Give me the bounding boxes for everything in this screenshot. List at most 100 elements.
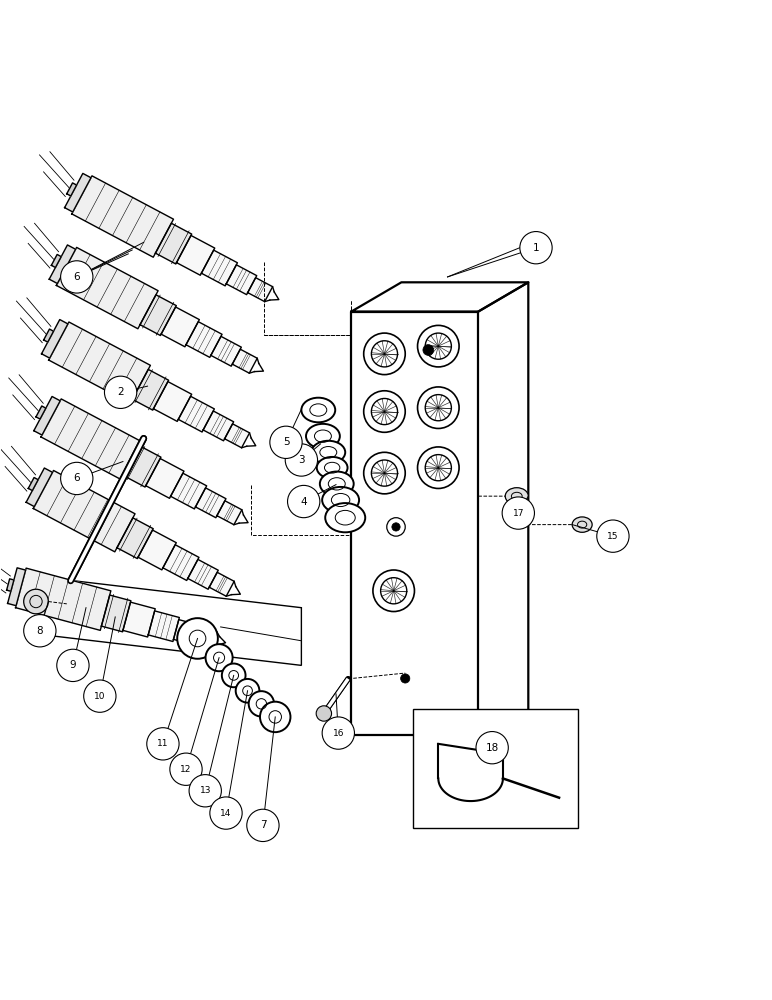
Circle shape: [285, 444, 317, 476]
Ellipse shape: [317, 457, 347, 478]
Polygon shape: [49, 245, 76, 284]
Circle shape: [61, 462, 93, 495]
Ellipse shape: [306, 424, 340, 448]
Circle shape: [392, 523, 400, 531]
Circle shape: [287, 485, 320, 518]
Ellipse shape: [235, 679, 259, 703]
Text: 8: 8: [36, 626, 43, 636]
Polygon shape: [195, 627, 217, 648]
Polygon shape: [29, 478, 38, 491]
Ellipse shape: [322, 487, 359, 513]
Text: 13: 13: [199, 786, 211, 795]
Polygon shape: [188, 559, 218, 589]
Circle shape: [83, 680, 116, 712]
Circle shape: [270, 426, 302, 458]
Polygon shape: [178, 396, 215, 432]
Text: 16: 16: [333, 729, 344, 738]
Polygon shape: [49, 322, 151, 403]
Polygon shape: [163, 545, 199, 580]
Text: 14: 14: [220, 809, 232, 818]
Polygon shape: [154, 382, 191, 421]
Polygon shape: [42, 320, 68, 358]
Ellipse shape: [205, 644, 232, 671]
Polygon shape: [124, 446, 161, 487]
Circle shape: [61, 261, 93, 293]
Ellipse shape: [301, 398, 335, 422]
Polygon shape: [36, 406, 46, 419]
Polygon shape: [186, 322, 222, 357]
Circle shape: [520, 232, 552, 264]
Polygon shape: [211, 336, 242, 366]
Ellipse shape: [222, 664, 245, 687]
Polygon shape: [146, 459, 184, 498]
Polygon shape: [138, 530, 176, 570]
Polygon shape: [217, 501, 242, 525]
Text: 9: 9: [69, 660, 76, 670]
Polygon shape: [72, 176, 174, 257]
Polygon shape: [177, 235, 215, 275]
Circle shape: [401, 674, 410, 683]
Text: 6: 6: [73, 272, 80, 282]
Circle shape: [147, 728, 179, 760]
Ellipse shape: [505, 488, 528, 505]
Ellipse shape: [249, 691, 274, 717]
Polygon shape: [225, 424, 249, 448]
Circle shape: [476, 732, 508, 764]
Polygon shape: [8, 568, 25, 606]
Circle shape: [597, 520, 629, 552]
Text: 3: 3: [298, 455, 305, 465]
Circle shape: [418, 387, 459, 428]
Circle shape: [170, 753, 202, 785]
Text: 5: 5: [283, 437, 290, 447]
Polygon shape: [66, 183, 76, 196]
Circle shape: [423, 345, 434, 355]
Text: 17: 17: [513, 509, 524, 518]
Ellipse shape: [260, 702, 290, 732]
Circle shape: [247, 809, 279, 842]
Text: 4: 4: [300, 497, 307, 507]
Text: 12: 12: [181, 765, 191, 774]
Circle shape: [364, 333, 405, 375]
Polygon shape: [140, 295, 176, 336]
Text: 11: 11: [157, 739, 168, 748]
Ellipse shape: [572, 517, 592, 532]
Polygon shape: [15, 568, 111, 630]
Circle shape: [373, 570, 415, 612]
Polygon shape: [123, 602, 155, 637]
Circle shape: [24, 589, 49, 614]
Polygon shape: [44, 329, 53, 342]
Polygon shape: [148, 611, 179, 642]
Circle shape: [322, 717, 354, 749]
Polygon shape: [248, 278, 273, 302]
Ellipse shape: [320, 472, 354, 496]
Polygon shape: [26, 468, 52, 507]
Circle shape: [104, 376, 137, 408]
Ellipse shape: [178, 618, 218, 659]
Circle shape: [24, 615, 56, 647]
Circle shape: [387, 518, 405, 536]
Text: 15: 15: [607, 532, 618, 541]
Text: 18: 18: [486, 743, 499, 753]
Polygon shape: [52, 254, 61, 267]
Ellipse shape: [325, 503, 365, 532]
Polygon shape: [101, 595, 131, 632]
Polygon shape: [41, 399, 143, 480]
Ellipse shape: [311, 441, 345, 464]
Text: 10: 10: [94, 692, 106, 701]
Polygon shape: [56, 247, 158, 329]
Circle shape: [418, 447, 459, 488]
Polygon shape: [42, 577, 301, 665]
Circle shape: [364, 452, 405, 494]
Text: 7: 7: [259, 820, 266, 830]
Circle shape: [418, 325, 459, 367]
Polygon shape: [33, 470, 135, 552]
Polygon shape: [34, 396, 60, 435]
Text: 6: 6: [73, 473, 80, 483]
Polygon shape: [161, 307, 199, 347]
Circle shape: [210, 797, 242, 829]
Polygon shape: [65, 173, 91, 212]
Polygon shape: [117, 518, 153, 559]
Circle shape: [189, 775, 222, 807]
Polygon shape: [174, 620, 200, 645]
Polygon shape: [201, 250, 238, 286]
